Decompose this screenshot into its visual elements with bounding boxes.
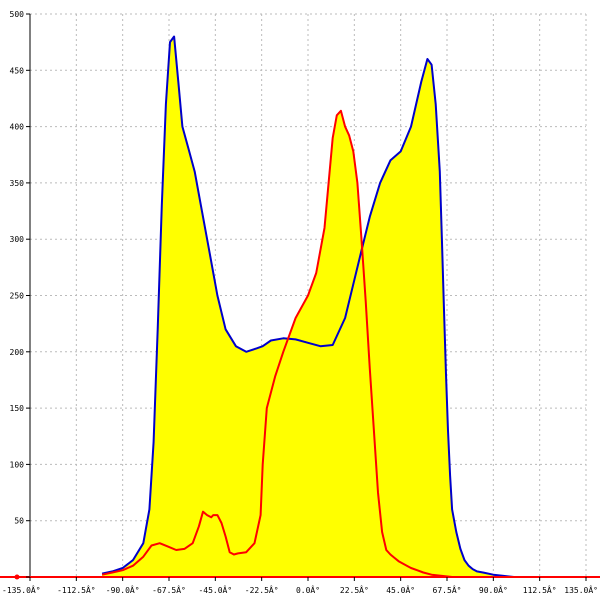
y-tick-label-3: 150 — [10, 404, 25, 413]
area-fills — [102, 36, 514, 578]
y-tick-label-10: 500 — [10, 10, 25, 19]
y-tick-label-1: 50 — [14, 517, 24, 526]
y-tick-label-9: 450 — [10, 66, 25, 75]
y-tick-label-2: 100 — [10, 460, 25, 469]
y-tick-labels: 50 100 150 200 250 300 350 400 450 500 — [10, 10, 25, 526]
series-0-line — [101, 35, 515, 578]
y-tick-label-5: 250 — [10, 292, 25, 301]
series-lines — [101, 35, 515, 578]
x-tick-label-7: 22.5Â° — [340, 584, 369, 595]
x-tick-label-3: -67.5Â° — [152, 584, 186, 595]
x-tick-label-4: -45.0Â° — [198, 584, 232, 595]
x-tick-label-1: -112.5Â° — [57, 584, 96, 595]
axes — [0, 13, 600, 581]
x-tick-label-6: 0.0Â° — [296, 584, 320, 595]
x-tick-labels: -135.0Â° -112.5Â° -90.0Â° -67.5Â° -45.0Â° -22… — [2, 584, 598, 595]
y-tick-label-6: 300 — [10, 235, 25, 244]
x-tick-label-11: 112.5Â° — [523, 584, 557, 595]
x-tick-label-8: 45.0Â° — [386, 584, 415, 595]
y-tick-label-8: 400 — [10, 123, 25, 132]
x-tick-label-0: -135.0Â° — [2, 584, 41, 595]
x-tick-label-2: -90.0Â° — [106, 584, 140, 595]
baseline-marker — [14, 574, 20, 580]
series-0-area — [102, 36, 514, 577]
x-tick-label-10: 90.0Â° — [479, 584, 508, 595]
series-1-line — [101, 109, 514, 578]
x-tick-label-5: -22.5Â° — [245, 584, 279, 595]
series-1-area — [102, 110, 514, 578]
x-tick-label-12: 135.0Â° — [564, 584, 598, 595]
y-tick-label-7: 350 — [10, 179, 25, 188]
x-tick-label-9: 67.5Â° — [433, 584, 462, 595]
y-tick-label-4: 200 — [10, 348, 25, 357]
